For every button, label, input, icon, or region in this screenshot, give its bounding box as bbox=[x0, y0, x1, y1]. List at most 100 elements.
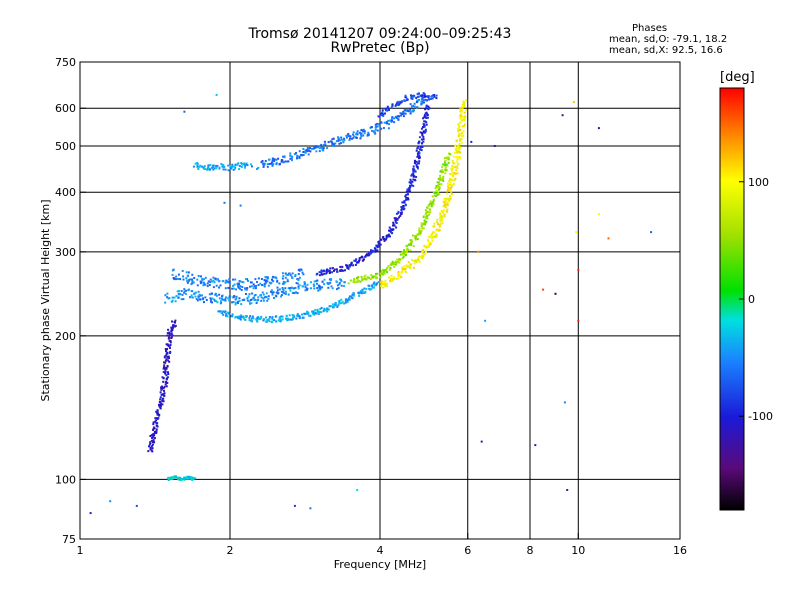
echo-point bbox=[328, 272, 331, 274]
echo-point bbox=[424, 98, 427, 101]
echo-point bbox=[346, 267, 349, 270]
echo-point bbox=[253, 285, 256, 288]
echo-point bbox=[266, 163, 269, 166]
echo-point bbox=[282, 280, 285, 283]
echo-point bbox=[424, 128, 427, 131]
echo-point bbox=[320, 271, 323, 274]
echo-point bbox=[302, 154, 305, 156]
echo-point bbox=[333, 268, 336, 271]
echo-point bbox=[186, 275, 189, 278]
echo-point bbox=[572, 101, 575, 104]
echo-point bbox=[356, 489, 359, 491]
echo-point bbox=[210, 298, 213, 301]
echo-point bbox=[409, 264, 412, 267]
echo-point bbox=[186, 281, 189, 284]
echo-point bbox=[268, 163, 271, 165]
echo-point bbox=[356, 130, 359, 133]
echo-point bbox=[232, 168, 235, 171]
echo-point bbox=[370, 276, 373, 279]
echo-point bbox=[171, 334, 174, 337]
echo-point bbox=[429, 243, 432, 246]
echo-point bbox=[164, 294, 167, 297]
echo-point bbox=[366, 276, 369, 279]
echo-point bbox=[345, 265, 348, 268]
echo-point bbox=[271, 321, 274, 324]
echo-point bbox=[226, 311, 229, 314]
echo-point bbox=[382, 113, 385, 116]
echo-point bbox=[463, 117, 466, 120]
echo-point bbox=[151, 443, 154, 446]
echo-point bbox=[252, 296, 255, 299]
echo-point bbox=[178, 477, 181, 480]
echo-point bbox=[168, 334, 171, 337]
echo-point bbox=[315, 150, 318, 153]
echo-point bbox=[156, 425, 159, 428]
echo-point bbox=[209, 168, 212, 171]
echo-point bbox=[361, 277, 364, 280]
echo-point bbox=[455, 151, 458, 153]
echo-point bbox=[369, 278, 372, 281]
echo-point bbox=[331, 287, 334, 290]
echo-point bbox=[402, 255, 405, 258]
echo-point bbox=[329, 140, 332, 143]
echo-point bbox=[306, 148, 309, 151]
echo-point bbox=[370, 288, 373, 290]
echo-point bbox=[291, 286, 294, 289]
echo-point bbox=[161, 399, 164, 402]
echo-point bbox=[438, 225, 441, 228]
echo-point bbox=[220, 311, 223, 314]
echo-point bbox=[372, 130, 375, 133]
echo-point bbox=[232, 284, 235, 287]
echo-point bbox=[459, 117, 462, 120]
echo-point bbox=[317, 289, 320, 292]
echo-point bbox=[223, 311, 226, 314]
echo-point bbox=[240, 314, 243, 317]
echo-point bbox=[307, 311, 310, 314]
echo-point bbox=[412, 174, 415, 177]
echo-point bbox=[409, 182, 412, 184]
echo-point bbox=[435, 190, 438, 192]
echo-point bbox=[407, 110, 410, 113]
echo-point bbox=[240, 303, 243, 306]
echo-point bbox=[179, 479, 182, 481]
echo-point bbox=[349, 279, 352, 282]
echo-point bbox=[155, 422, 158, 424]
echo-point bbox=[356, 278, 359, 281]
echo-point bbox=[395, 115, 398, 118]
echo-point bbox=[257, 284, 260, 287]
echo-point bbox=[285, 317, 288, 320]
echo-point bbox=[454, 177, 457, 180]
echo-point bbox=[410, 243, 413, 246]
echo-point bbox=[211, 166, 214, 168]
echo-point bbox=[161, 385, 163, 388]
echo-point bbox=[386, 266, 389, 269]
echo-point bbox=[441, 216, 444, 219]
echo-point bbox=[304, 285, 307, 288]
echo-point bbox=[275, 320, 278, 323]
echo-point bbox=[296, 156, 299, 159]
echo-point bbox=[218, 167, 221, 170]
echo-point bbox=[212, 168, 215, 171]
echo-point bbox=[191, 479, 194, 481]
echo-point bbox=[404, 195, 407, 198]
echo-point bbox=[170, 337, 173, 339]
echo-point bbox=[441, 171, 444, 174]
echo-point bbox=[422, 140, 425, 143]
echo-point bbox=[444, 204, 446, 207]
echo-point bbox=[194, 291, 197, 294]
echo-point bbox=[342, 140, 345, 143]
echo-point bbox=[166, 292, 169, 295]
echo-point bbox=[387, 119, 390, 122]
echo-point bbox=[238, 315, 241, 318]
echo-point bbox=[435, 192, 438, 195]
echo-point bbox=[284, 276, 287, 279]
echo-point bbox=[231, 287, 234, 290]
echo-point bbox=[271, 291, 274, 294]
echo-point bbox=[249, 285, 251, 288]
echo-point bbox=[404, 254, 407, 256]
echo-point bbox=[425, 95, 428, 98]
echo-point bbox=[288, 318, 291, 321]
echo-point bbox=[449, 194, 451, 197]
echo-point bbox=[328, 305, 331, 308]
echo-point bbox=[340, 138, 343, 141]
